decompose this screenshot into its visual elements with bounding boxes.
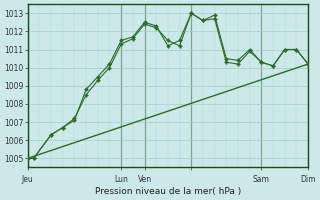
X-axis label: Pression niveau de la mer( hPa ): Pression niveau de la mer( hPa )	[95, 187, 241, 196]
